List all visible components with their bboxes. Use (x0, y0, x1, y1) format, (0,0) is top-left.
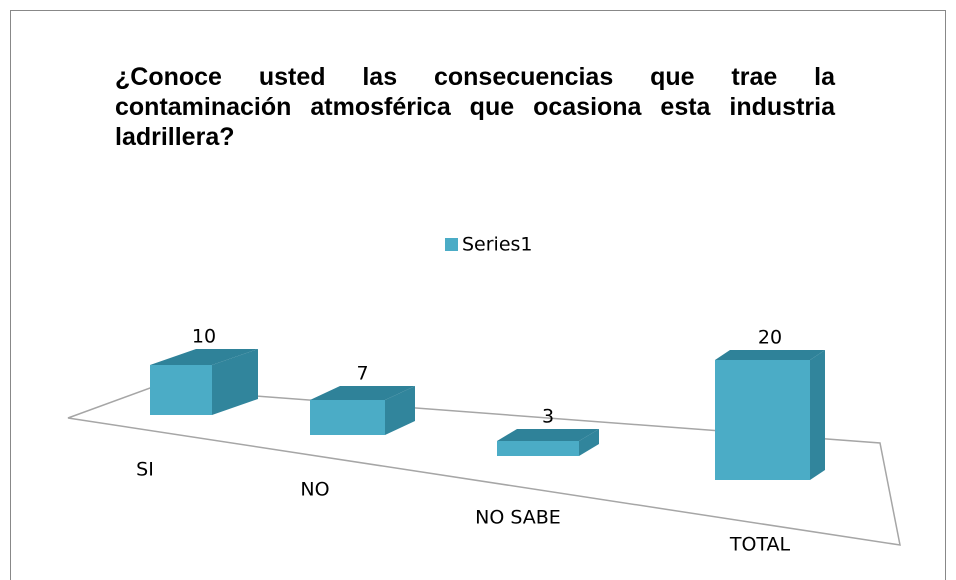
bar (150, 365, 212, 415)
data-label: 10 (192, 326, 216, 348)
chart-border (10, 10, 946, 580)
bar-side (385, 386, 415, 435)
x-tick-label: TOTAL (729, 534, 791, 556)
chart-title: ¿Conoce usted las consecuencias que trae… (115, 63, 835, 151)
bar (497, 441, 579, 456)
x-tick-label: NO (300, 479, 329, 501)
bar-side (810, 350, 825, 480)
bar-side (579, 429, 599, 456)
data-label: 3 (542, 406, 554, 428)
bar (715, 360, 810, 480)
legend-swatch (445, 238, 458, 251)
bar-top (310, 386, 415, 400)
x-tick-label: SI (136, 459, 154, 481)
bar-top (715, 350, 825, 360)
x-tick-label: NO SABE (475, 507, 561, 529)
bar-top (150, 349, 258, 365)
bar-top (497, 429, 599, 441)
floor (67, 387, 901, 546)
data-label: 20 (758, 327, 782, 349)
legend-label: Series1 (462, 234, 533, 256)
bar-side (212, 349, 258, 415)
bar (310, 400, 385, 435)
data-label: 7 (356, 363, 368, 385)
